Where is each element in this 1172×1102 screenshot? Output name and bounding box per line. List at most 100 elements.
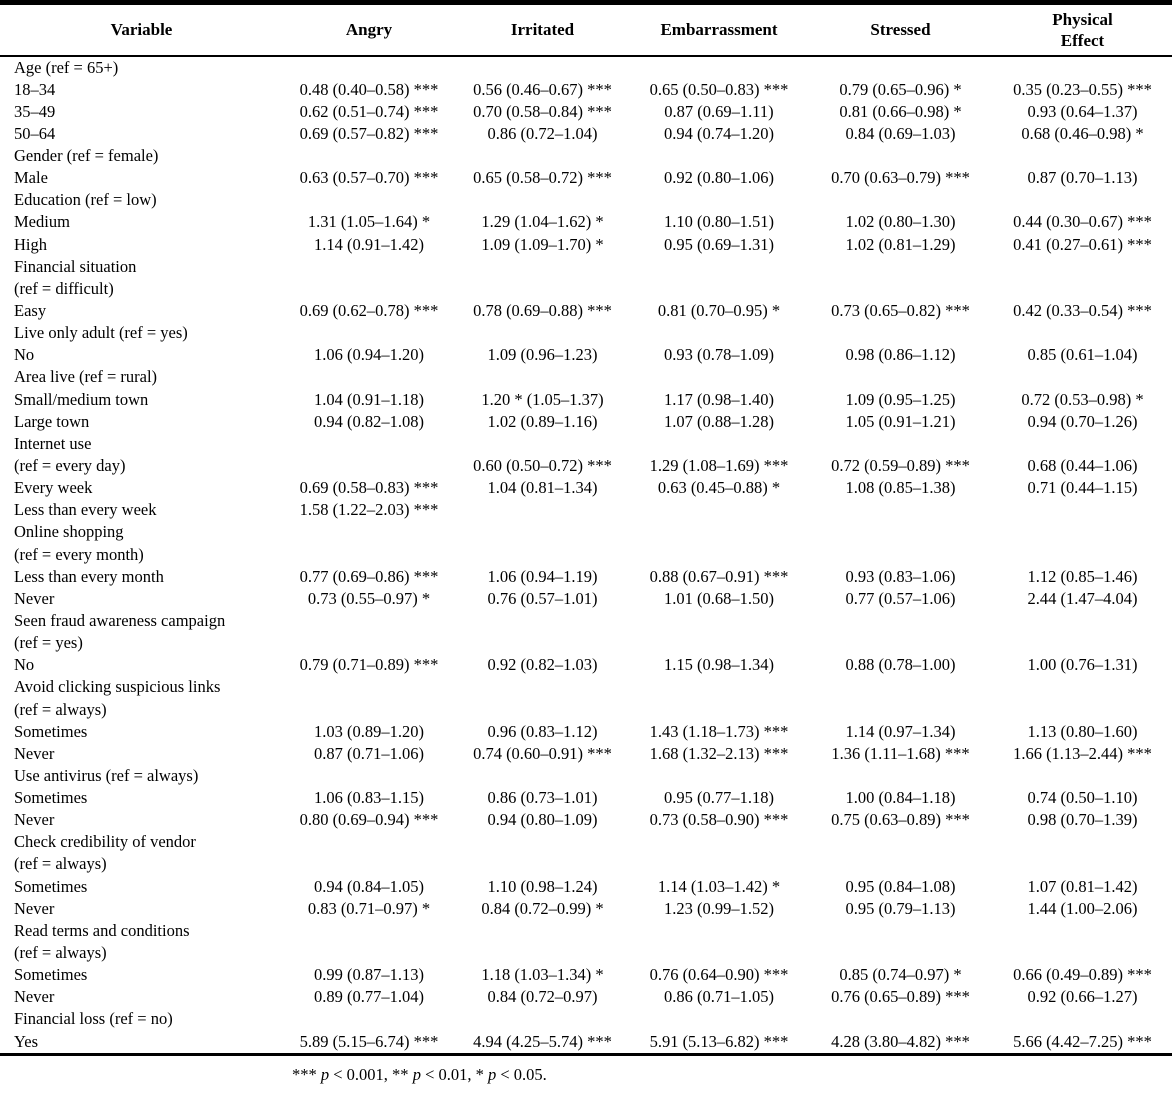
variable-cell: No xyxy=(14,345,35,365)
table-row: Education (ref = low) xyxy=(0,189,1172,211)
value-cell: 0.83 (0.71–0.97) * xyxy=(307,898,431,918)
value-cell: 0.41 (0.27–0.61) *** xyxy=(1013,234,1152,254)
value-cell: 0.98 (0.86–1.12) xyxy=(845,345,956,365)
value-cell: 0.86 (0.71–1.05) xyxy=(664,987,774,1007)
column-header-angry: Angry xyxy=(345,20,393,40)
p-symbol: p xyxy=(412,1064,421,1084)
value-cell xyxy=(283,189,455,211)
value-cell xyxy=(455,499,630,521)
value-cell xyxy=(455,433,630,455)
table-row: Medium 1.31 (1.05–1.64) * 1.29 (1.04–1.62)… xyxy=(0,211,1172,233)
value-cell: 1.06 (0.83–1.15) xyxy=(314,788,424,808)
variable-cell: (ref = every day) xyxy=(14,455,126,475)
p-symbol: p xyxy=(488,1064,497,1084)
value-cell: 1.06 (0.94–1.20) xyxy=(314,345,424,365)
value-cell xyxy=(630,56,808,79)
value-cell: 1.58 (1.22–2.03) *** xyxy=(299,500,439,520)
value-cell: 1.00 (0.76–1.31) xyxy=(1027,655,1138,675)
table-row: Never 0.73 (0.55–0.97) * 0.76 (0.57–1.01) 1… xyxy=(0,588,1172,610)
table-row: Avoid clicking suspicious links xyxy=(0,676,1172,698)
value-cell xyxy=(455,920,630,942)
table-row: Age (ref = 65+) xyxy=(0,56,1172,79)
value-cell xyxy=(993,433,1172,455)
value-cell xyxy=(283,322,455,344)
value-cell: 0.72 (0.53–0.98) * xyxy=(1021,389,1144,409)
variable-cell: Online shopping xyxy=(14,522,124,542)
variable-cell: Seen fraud awareness campaign xyxy=(14,610,226,630)
value-cell xyxy=(808,56,993,79)
value-cell: 0.81 (0.66–0.98) * xyxy=(839,101,962,121)
value-cell xyxy=(283,765,455,787)
table-row: Sometimes 1.03 (0.89–1.20) 0.96 (0.83–1.12… xyxy=(0,721,1172,743)
value-cell xyxy=(455,256,630,278)
variable-cell: 35–49 xyxy=(14,101,56,121)
table-row: Large town 0.94 (0.82–1.08) 1.02 (0.89–1.1… xyxy=(0,411,1172,433)
variable-cell: (ref = difficult) xyxy=(14,278,114,298)
value-cell xyxy=(283,853,455,875)
value-cell xyxy=(630,1008,808,1030)
table-row: (ref = every month) xyxy=(0,543,1172,565)
value-cell xyxy=(283,521,455,543)
value-cell xyxy=(993,676,1172,698)
value-cell: 1.07 (0.81–1.42) xyxy=(1027,876,1138,896)
value-cell xyxy=(455,145,630,167)
value-cell: 4.28 (3.80–4.82) *** xyxy=(831,1031,970,1051)
column-header-irritated: Irritated xyxy=(510,20,575,40)
value-cell: 0.73 (0.58–0.90) *** xyxy=(649,810,789,830)
table-row: Less than every month 0.77 (0.69–0.86) **… xyxy=(0,566,1172,588)
value-cell xyxy=(455,765,630,787)
value-cell: 0.88 (0.67–0.91) *** xyxy=(649,566,789,586)
table-row: Read terms and conditions xyxy=(0,920,1172,942)
value-cell xyxy=(993,499,1172,521)
value-cell: 0.73 (0.65–0.82) *** xyxy=(831,300,970,320)
table-row: Male 0.63 (0.57–0.70) *** 0.65 (0.58–0.72)… xyxy=(0,167,1172,189)
table-row: No 0.79 (0.71–0.89) *** 0.92 (0.82–1.03) 1.… xyxy=(0,654,1172,676)
value-cell xyxy=(808,676,993,698)
value-cell xyxy=(808,765,993,787)
table-row: Use antivirus (ref = always) xyxy=(0,765,1172,787)
variable-cell: Area live (ref = rural) xyxy=(14,367,158,387)
footnote-text: *** xyxy=(292,1064,321,1084)
table-row: (ref = always) xyxy=(0,698,1172,720)
value-cell: 0.93 (0.83–1.06) xyxy=(845,566,956,586)
value-cell xyxy=(455,632,630,654)
variable-cell: Sometimes xyxy=(14,965,88,985)
value-cell: 0.44 (0.30–0.67) *** xyxy=(1013,212,1152,232)
value-cell: 0.94 (0.74–1.20) xyxy=(664,123,774,143)
value-cell xyxy=(283,278,455,300)
value-cell xyxy=(455,278,630,300)
value-cell: 0.92 (0.82–1.03) xyxy=(487,655,598,675)
value-cell: 0.70 (0.63–0.79) *** xyxy=(831,168,970,188)
value-cell: 0.71 (0.44–1.15) xyxy=(1027,478,1138,498)
value-cell: 0.74 (0.60–0.91) *** xyxy=(473,743,612,763)
value-cell: 0.80 (0.69–0.94) *** xyxy=(299,810,439,830)
value-cell: 0.94 (0.84–1.05) xyxy=(314,876,424,896)
value-cell: 5.91 (5.13–6.82) *** xyxy=(649,1031,789,1051)
variable-cell: High xyxy=(14,234,47,254)
variable-cell: No xyxy=(14,655,35,675)
value-cell: 1.15 (0.98–1.34) xyxy=(664,655,774,675)
value-cell: 0.81 (0.70–0.95) * xyxy=(657,300,781,320)
value-cell: 0.60 (0.50–0.72) *** xyxy=(473,455,612,475)
value-cell: 0.89 (0.77–1.04) xyxy=(314,987,424,1007)
value-cell xyxy=(283,56,455,79)
value-cell: 0.68 (0.44–1.06) xyxy=(1027,455,1138,475)
value-cell xyxy=(808,256,993,278)
value-cell: 0.92 (0.80–1.06) xyxy=(664,168,774,188)
value-cell: 0.84 (0.72–0.97) xyxy=(487,987,598,1007)
variable-cell: Small/medium town xyxy=(14,389,149,409)
variable-cell: Never xyxy=(14,743,55,763)
value-cell: 0.66 (0.49–0.89) *** xyxy=(1013,965,1152,985)
value-cell: 0.48 (0.40–0.58) *** xyxy=(299,79,439,99)
value-cell: 1.29 (1.08–1.69) *** xyxy=(649,455,789,475)
value-cell: 0.69 (0.57–0.82) *** xyxy=(299,123,439,143)
value-cell: 1.01 (0.68–1.50) xyxy=(664,588,774,608)
value-cell: 0.86 (0.73–1.01) xyxy=(487,788,598,808)
column-header-embarrassment: Embarrassment xyxy=(660,20,778,40)
value-cell xyxy=(630,189,808,211)
value-cell: 0.85 (0.74–0.97) * xyxy=(839,965,962,985)
table-row: (ref = difficult) xyxy=(0,278,1172,300)
value-cell xyxy=(993,632,1172,654)
variable-cell: Live only adult (ref = yes) xyxy=(14,323,188,343)
value-cell: 1.31 (1.05–1.64) * xyxy=(307,212,431,232)
